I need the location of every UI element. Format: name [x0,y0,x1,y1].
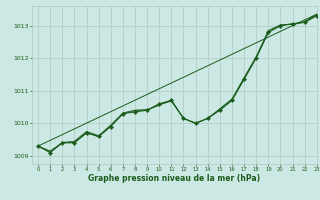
X-axis label: Graphe pression niveau de la mer (hPa): Graphe pression niveau de la mer (hPa) [88,174,260,183]
